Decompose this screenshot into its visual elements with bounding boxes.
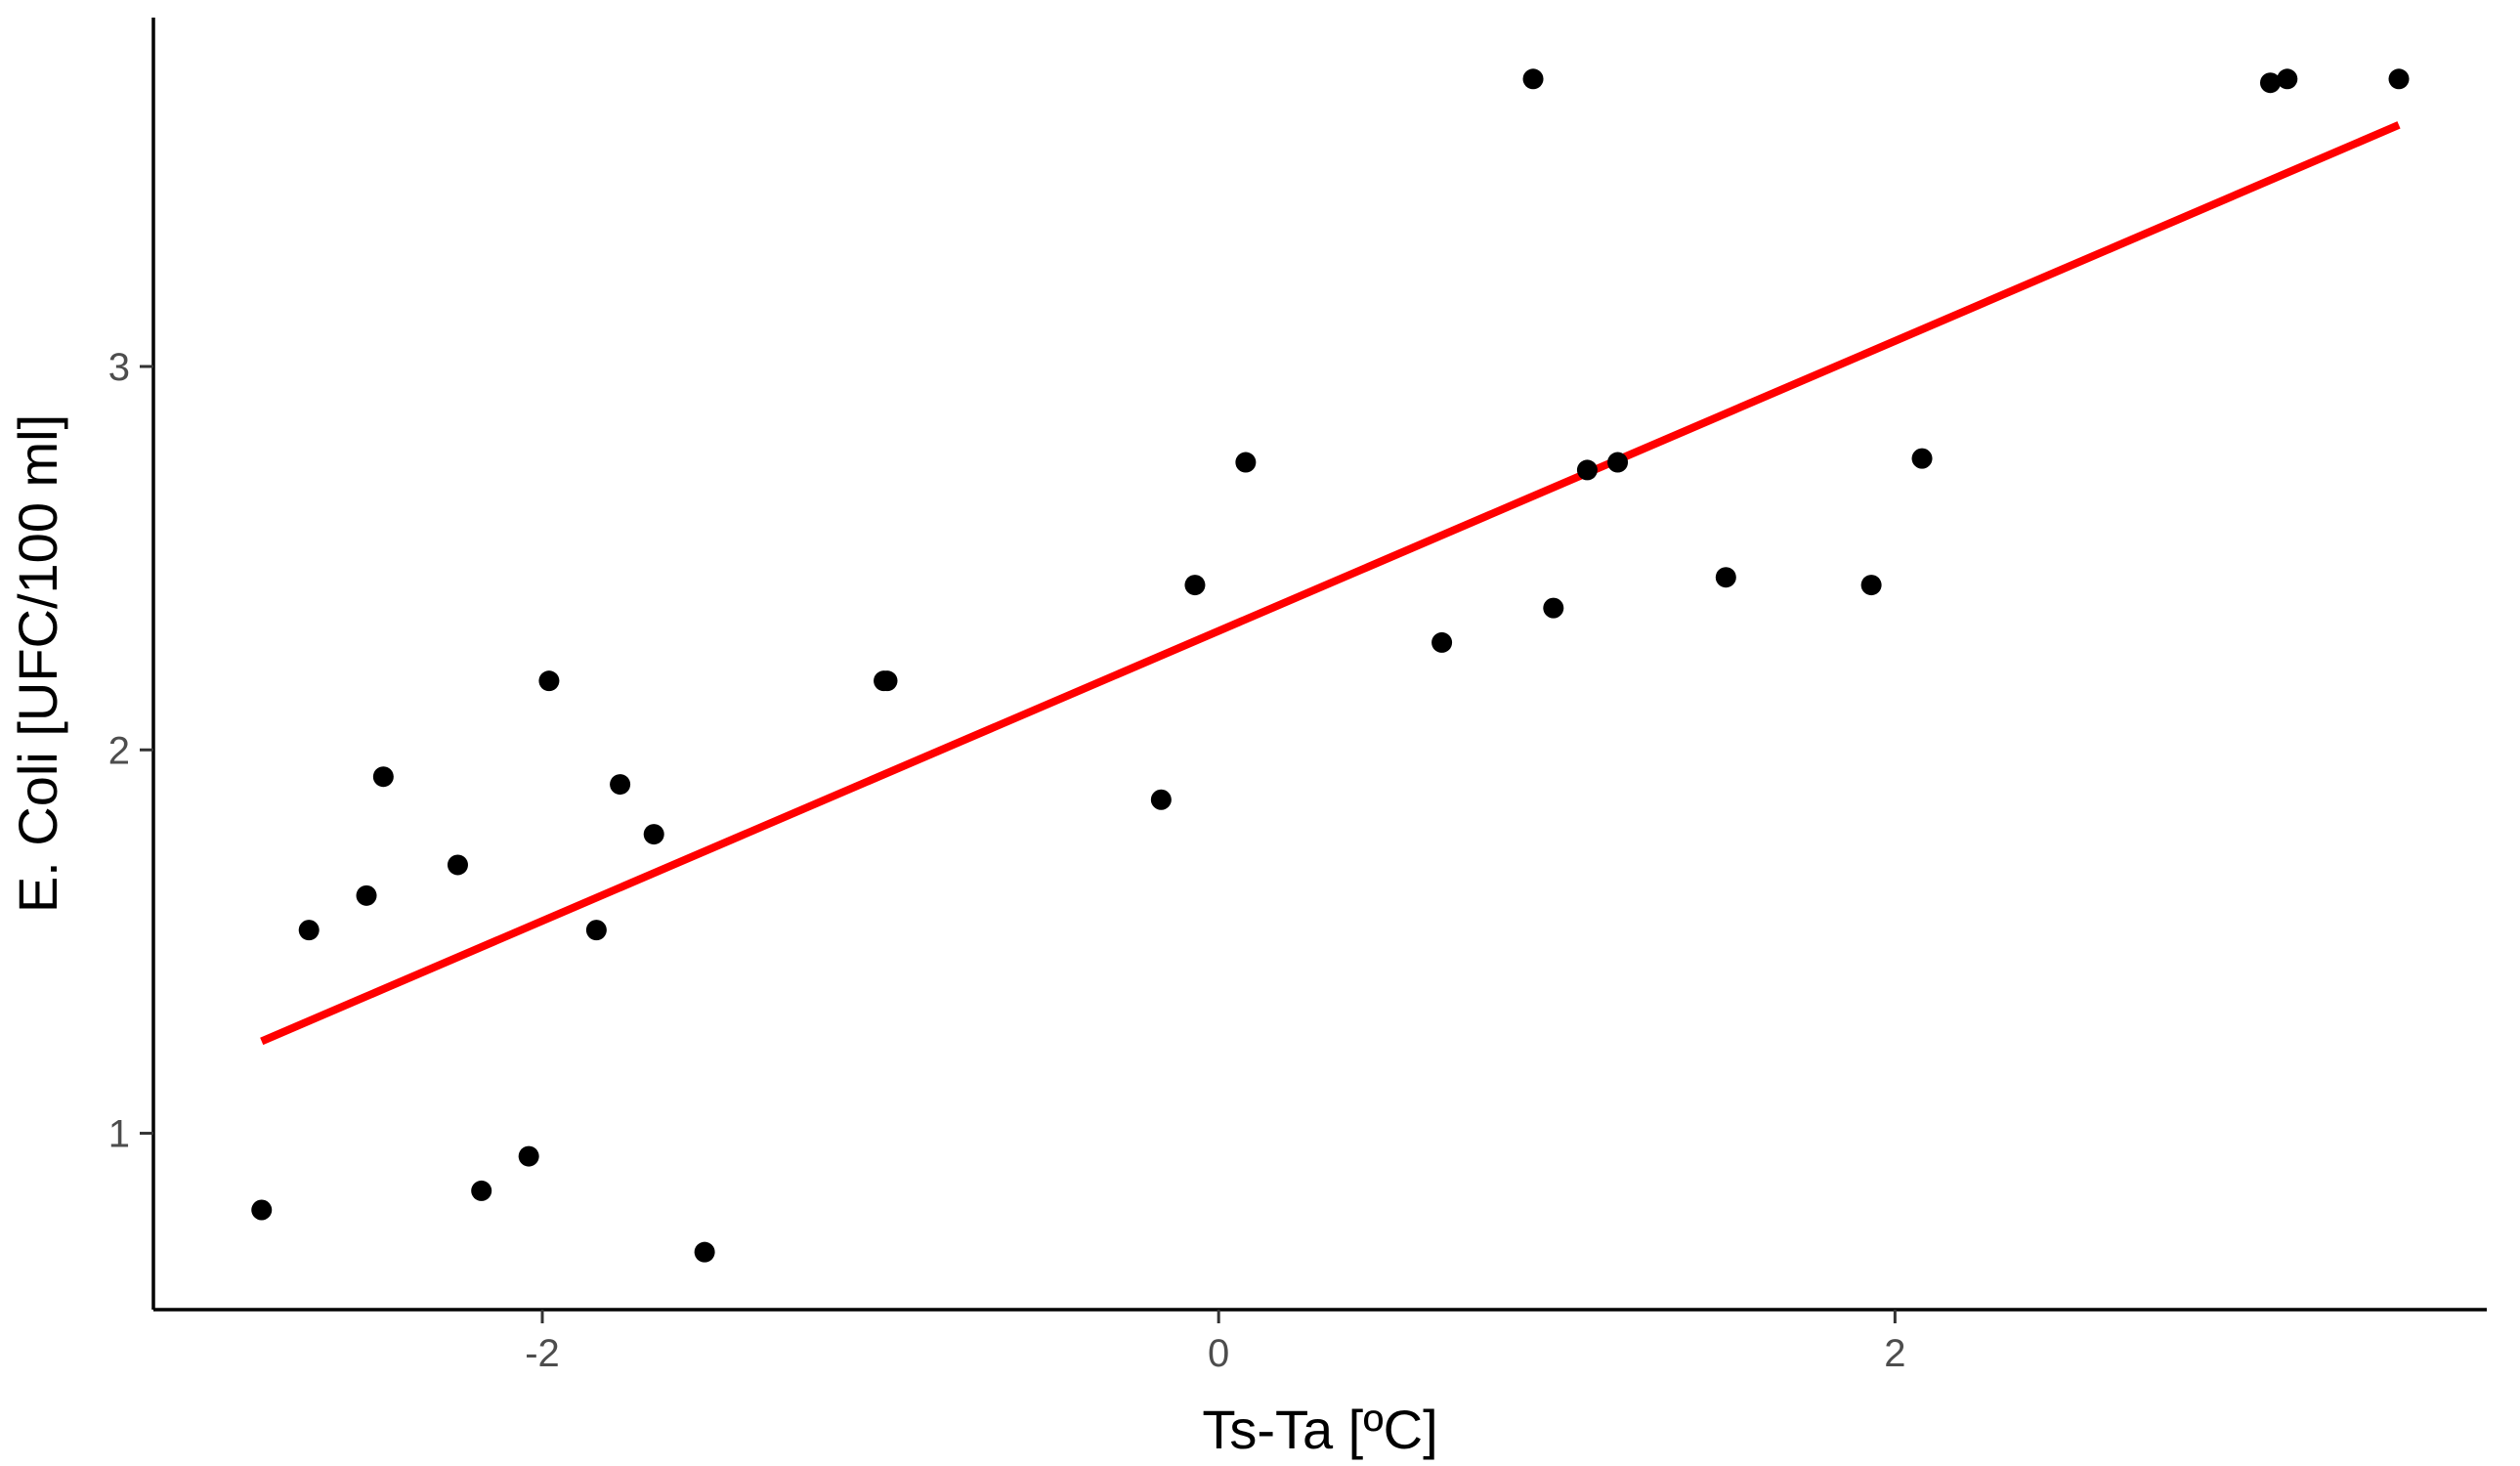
x-tick-label: 0 — [1208, 1332, 1229, 1375]
data-point — [1911, 448, 1933, 469]
data-point — [643, 824, 664, 845]
data-points-layer — [251, 68, 2410, 1263]
data-point — [251, 1199, 273, 1221]
trend-line-layer — [260, 121, 2401, 1046]
data-point — [1184, 575, 1206, 596]
y-axis-title: E. Coli [UFC/100 ml] — [7, 414, 68, 913]
data-point — [2277, 68, 2298, 90]
data-point — [2388, 68, 2410, 90]
data-point — [876, 670, 898, 692]
x-tick-label: -2 — [525, 1332, 560, 1375]
data-point — [447, 854, 468, 876]
y-tick-label: 2 — [108, 729, 130, 772]
data-point — [1150, 789, 1172, 810]
data-point — [356, 884, 377, 906]
data-point — [471, 1180, 492, 1201]
data-point — [585, 920, 607, 941]
x-axis-title: Ts-Ta [ºC] — [1202, 1399, 1437, 1460]
trend-line — [260, 121, 2401, 1046]
data-point — [298, 920, 320, 941]
x-ticks: -2 0 2 — [525, 1310, 1905, 1375]
y-tick-label: 3 — [108, 346, 130, 389]
data-point — [2260, 72, 2282, 94]
data-point — [372, 766, 394, 788]
data-point — [1431, 631, 1453, 653]
data-point — [1522, 68, 1544, 90]
data-point — [610, 774, 631, 796]
x-tick-label: 2 — [1884, 1332, 1905, 1375]
y-tick-label: 1 — [108, 1113, 130, 1156]
data-point — [518, 1145, 539, 1167]
data-point — [538, 670, 560, 692]
data-point — [1576, 459, 1598, 481]
data-point — [694, 1241, 715, 1263]
data-point — [1607, 452, 1629, 473]
data-point — [1543, 597, 1564, 619]
data-point — [1235, 452, 1257, 473]
data-point — [1860, 575, 1882, 596]
data-point — [1715, 567, 1736, 588]
y-ticks: 1 2 3 — [108, 346, 153, 1156]
